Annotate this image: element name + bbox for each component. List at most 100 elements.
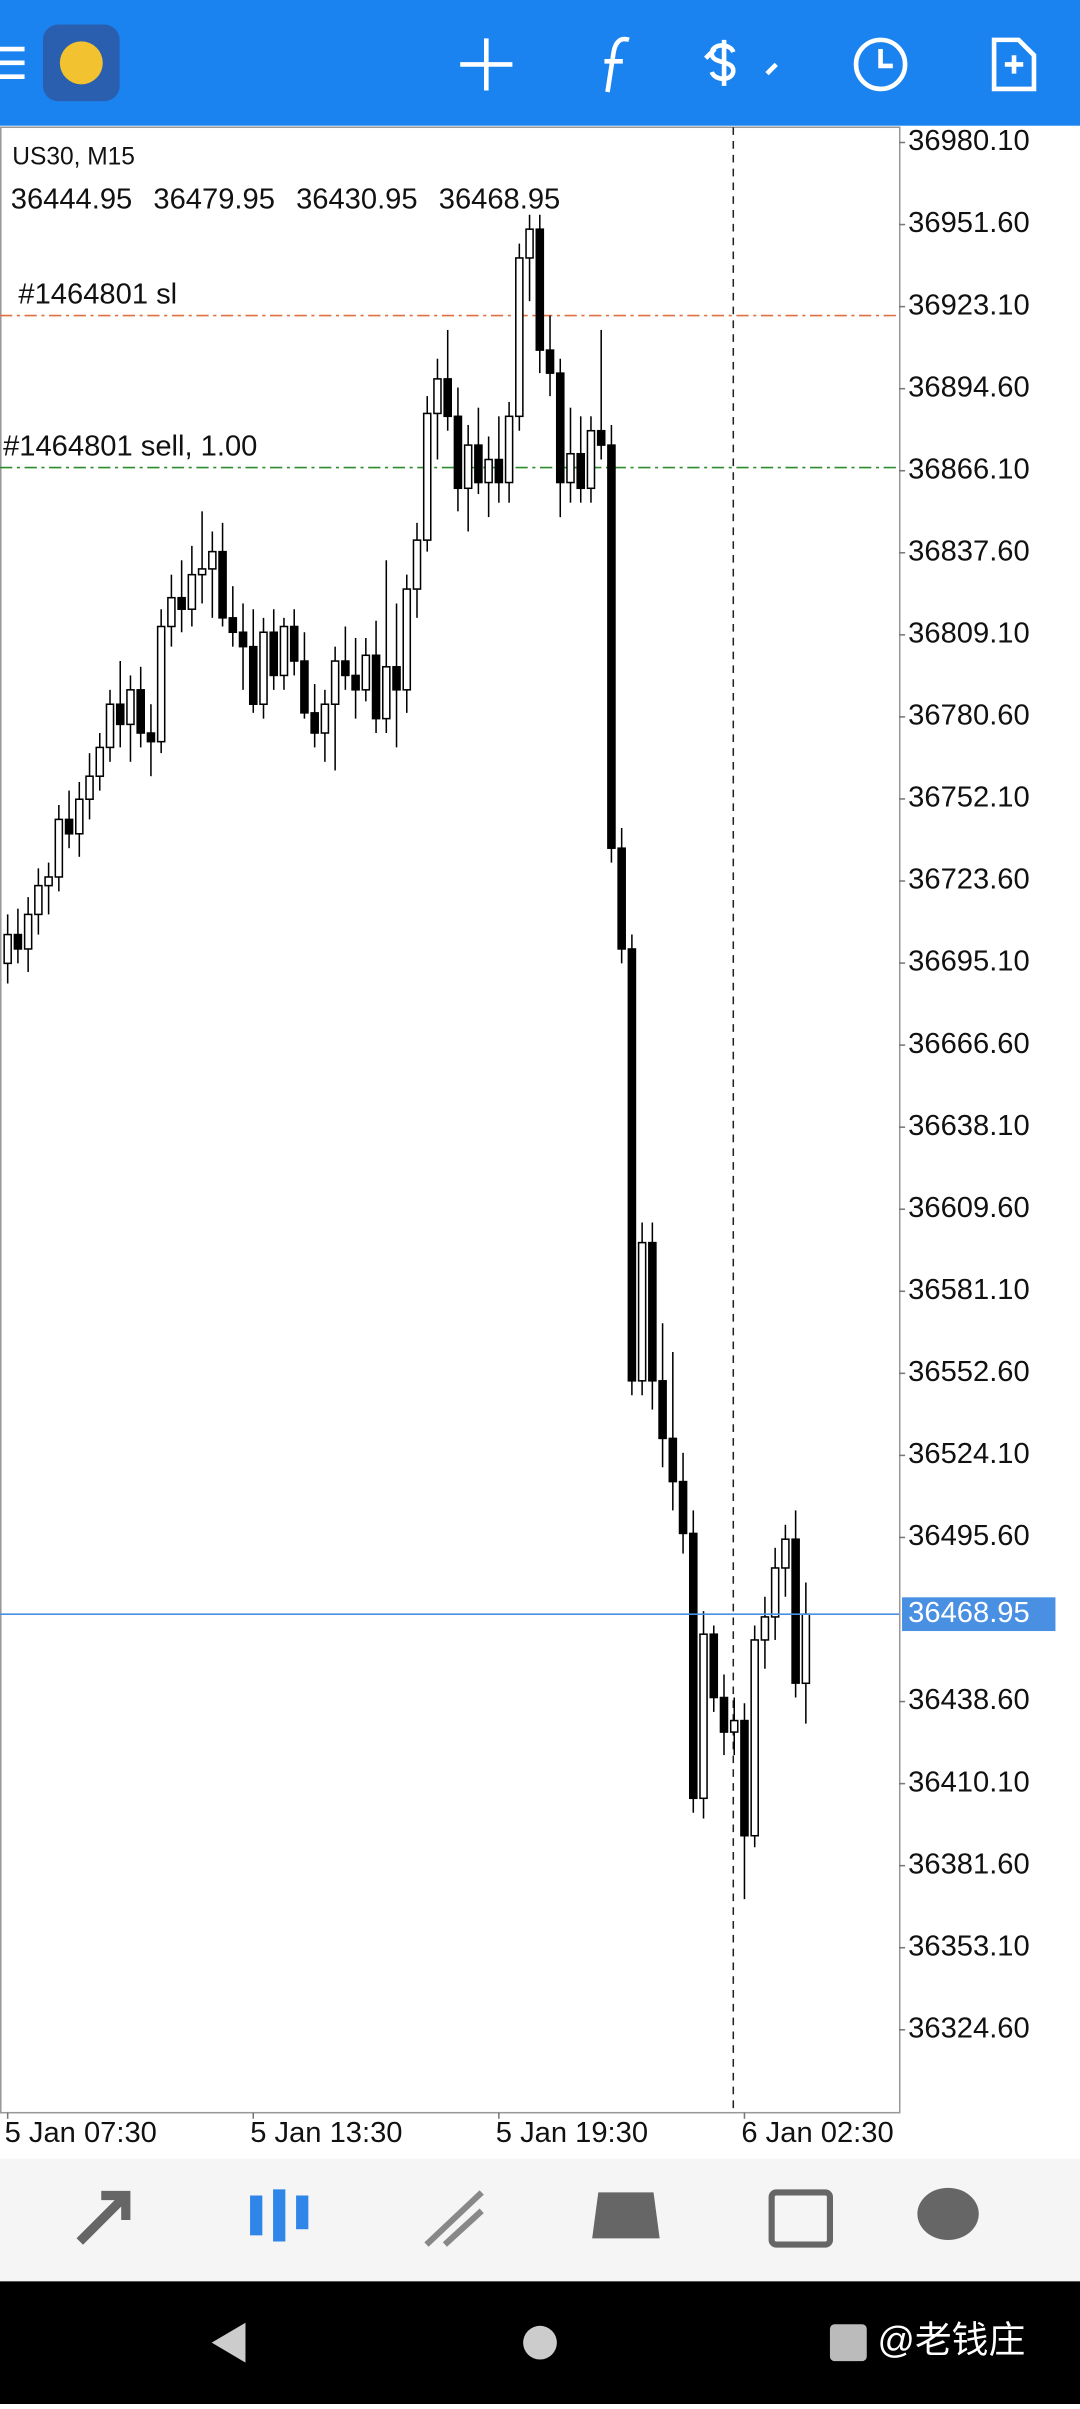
y-tick-label: 36324.60 [908,2012,1030,2044]
candle-body [617,847,626,950]
indicator-icon[interactable] [604,36,630,93]
candle-body [23,913,33,950]
y-tick-label: 36695.10 [908,946,1030,978]
candle-body [770,1567,780,1618]
home-button[interactable] [523,2325,557,2360]
candle-body [105,703,115,749]
candle-body [648,1241,657,1382]
y-tick-label: 36951.60 [908,207,1030,239]
y-tick-label: 36780.60 [908,700,1030,732]
nav-trade[interactable] [424,2190,484,2247]
candle-body [555,372,565,484]
candle-body [525,228,534,259]
x-tick-label: 6 Jan 02:30 [741,2117,893,2149]
candle-body [658,1380,667,1440]
candle-body [3,933,12,965]
bottom-nav [0,2158,1080,2282]
candle-body [586,429,596,490]
candle-body [791,1538,800,1684]
candle-body [279,625,289,677]
trade-icon[interactable] [704,39,778,86]
candle-body [668,1437,678,1483]
y-tick-label: 36752.10 [908,782,1030,814]
top-bar [0,0,1080,126]
candle-body [115,703,125,726]
candle-body [504,415,514,484]
candle-body [740,1719,749,1837]
crosshair-icon[interactable] [460,38,513,91]
y-tick-label: 36894.60 [908,371,1030,403]
nav-chart[interactable] [250,2189,309,2242]
ohlc-header: 36479.95 [153,184,275,216]
nav-chat[interactable] [917,2187,979,2240]
candle-body [382,666,391,720]
candle-body [341,660,350,677]
last-price-box [902,1597,1056,1632]
back-button[interactable] [211,2322,246,2363]
y-tick-label: 36438.60 [908,1684,1030,1716]
candle-body [494,458,504,484]
candle-body [228,617,238,634]
candle-body [801,1613,811,1685]
candle-body [126,689,135,726]
candle-body [248,645,258,705]
candle-body [596,429,606,446]
candle-body [699,1633,708,1800]
y-tick-label: 36666.60 [908,1028,1030,1060]
candle-body [781,1538,790,1569]
nav-quotes[interactable] [76,2190,131,2245]
candle-body [566,452,575,484]
candle-body [545,349,555,374]
candle-body [719,1696,729,1733]
x-tick-label: 5 Jan 13:30 [250,2117,402,2149]
y-tick-label: 36980.10 [908,125,1030,157]
candle-body [484,458,493,484]
candle-body [300,660,309,714]
nav-history[interactable] [592,2192,660,2239]
candle-body [515,257,524,418]
order-level-label: #1464801 sl [18,278,177,310]
candle-body [146,732,156,743]
candle-body [330,660,340,705]
symbol-title: US30, M15 [12,143,135,170]
nav-icons [76,2187,979,2248]
nav-news[interactable] [768,2189,834,2248]
candle-body [627,948,637,1382]
plot-area [0,126,901,2114]
candle-body [453,415,463,490]
candle-body [85,775,94,801]
clock-hands [878,49,893,69]
candle-body [218,550,227,619]
new-order-icon[interactable] [991,37,1037,92]
logo-mark [59,41,103,85]
candle-body [463,444,473,490]
y-tick-label: 36866.10 [908,453,1030,485]
candle-body [392,666,401,691]
candle-body [750,1639,759,1837]
candle-body [197,568,207,576]
recents-button[interactable] [829,2324,867,2362]
candle-body [136,689,146,734]
candle-body [688,1532,698,1800]
menu-icon[interactable] [0,46,25,79]
candle-body [156,625,166,743]
candle-body [320,703,330,734]
clock-icon[interactable] [853,37,908,92]
candle-body [433,378,442,415]
candle-body [259,631,268,705]
candle-body [760,1616,770,1641]
ohlc-header: 36468.95 [439,184,561,216]
candle-body [422,412,432,541]
candle-body [289,625,299,662]
candle-body [13,933,23,950]
y-tick-label: 36381.60 [908,1848,1030,1880]
toolbar-icons [0,36,1037,93]
x-tick-label: 5 Jan 07:30 [5,2117,157,2149]
x-tick-label: 5 Jan 19:30 [496,2117,648,2149]
y-tick-label: 36353.10 [908,1930,1030,1962]
candle-body [729,1719,739,1733]
candle-body [34,884,43,916]
ohlc-header: 36444.95 [11,184,133,216]
